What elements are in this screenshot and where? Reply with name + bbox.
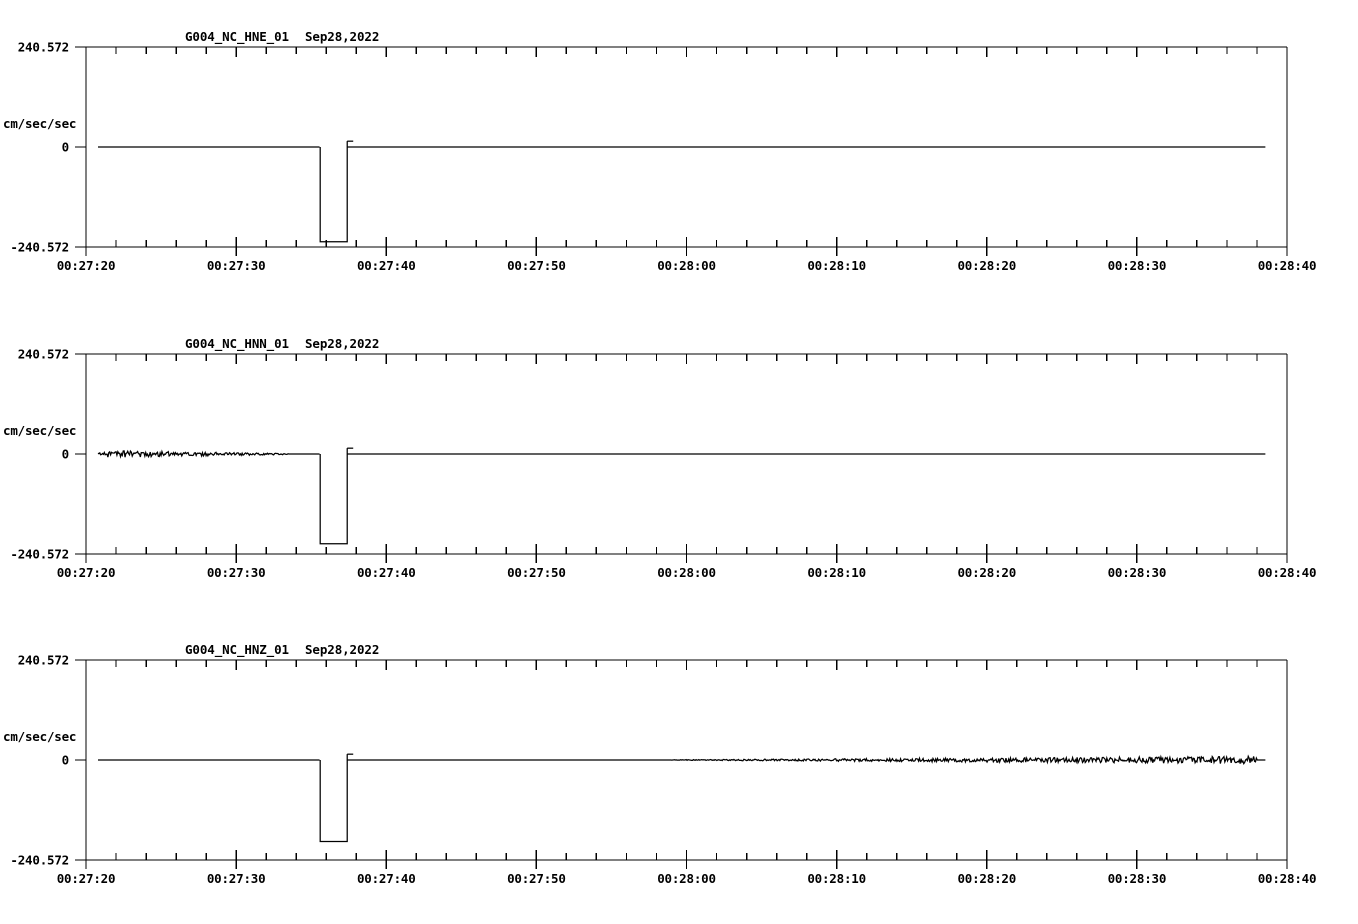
x-axis-tick-label: 00:28:30 [1108, 565, 1167, 580]
x-axis-tick-label: 00:27:30 [207, 871, 266, 886]
x-axis-tick-label: 00:28:40 [1258, 565, 1317, 580]
y-axis-zero-label: 0 [62, 447, 69, 462]
seismogram-panel-hnn: G004_NC_HNN_01 Sep28,2022 240.572 0 -240.572… [0, 314, 1358, 604]
x-axis-tick-label: 00:28:00 [657, 871, 716, 886]
panel-date-label: Sep28,2022 [305, 29, 379, 44]
x-axis-tick-label: 00:27:30 [207, 565, 266, 580]
seismogram-panel-hnz: G004_NC_HNZ_01 Sep28,2022 240.572 0 -240.572… [0, 620, 1358, 910]
x-axis-tick-label: 00:27:40 [357, 258, 416, 273]
x-axis-tick-label: 00:27:40 [357, 565, 416, 580]
y-axis-max-label: 240.572 [18, 40, 69, 55]
panel-date-label: Sep28,2022 [305, 642, 379, 657]
x-axis-tick-label: 00:28:20 [957, 871, 1016, 886]
x-axis-tick-label: 00:27:30 [207, 258, 266, 273]
x-axis-tick-label: 00:28:30 [1108, 871, 1167, 886]
x-axis-tick-label: 00:27:50 [507, 565, 566, 580]
x-axis-tick-label: 00:27:20 [57, 565, 116, 580]
y-axis-zero-label: 0 [62, 140, 69, 155]
x-axis-tick-label: 00:27:50 [507, 258, 566, 273]
x-axis-tick-label: 00:28:40 [1258, 258, 1317, 273]
panel-station-label: G004_NC_HNN_01 [185, 336, 289, 352]
y-axis-min-label: -240.572 [10, 853, 69, 868]
y-axis-unit-label: cm/sec/sec [3, 729, 76, 744]
dropout-glitch [319, 754, 348, 843]
panel-station-label: G004_NC_HNZ_01 [185, 642, 289, 658]
x-axis-tick-label: 00:28:30 [1108, 258, 1167, 273]
x-axis-tick-label: 00:27:20 [57, 871, 116, 886]
y-axis-max-label: 240.572 [18, 347, 69, 362]
dropout-glitch [319, 448, 348, 545]
panel-date-label: Sep28,2022 [305, 336, 379, 351]
y-axis-zero-label: 0 [62, 753, 69, 768]
x-axis-tick-label: 00:28:10 [807, 565, 866, 580]
x-axis-tick-label: 00:28:10 [807, 258, 866, 273]
x-axis-tick-label: 00:28:40 [1258, 871, 1317, 886]
waveform-trace [97, 449, 1266, 459]
x-axis-tick-label: 00:28:10 [807, 871, 866, 886]
x-axis-tick-label: 00:27:50 [507, 871, 566, 886]
x-axis-tick-label: 00:28:00 [657, 565, 716, 580]
y-axis-min-label: -240.572 [10, 547, 69, 562]
waveform-trace [98, 754, 1266, 765]
x-axis-tick-label: 00:28:20 [957, 565, 1016, 580]
y-axis-max-label: 240.572 [18, 653, 69, 668]
x-axis-tick-label: 00:27:20 [57, 258, 116, 273]
x-axis-tick-label: 00:28:00 [657, 258, 716, 273]
x-axis-tick-label: 00:28:20 [957, 258, 1016, 273]
y-axis-min-label: -240.572 [10, 240, 69, 255]
panel-station-label: G004_NC_HNE_01 [185, 29, 289, 45]
x-axis-tick-label: 00:27:40 [357, 871, 416, 886]
y-axis-unit-label: cm/sec/sec [3, 116, 76, 131]
dropout-glitch [319, 141, 348, 243]
y-axis-unit-label: cm/sec/sec [3, 423, 76, 438]
seismogram-panel-hne: G004_NC_HNE_01 Sep28,2022 240.572 0 -240.572… [0, 7, 1358, 297]
